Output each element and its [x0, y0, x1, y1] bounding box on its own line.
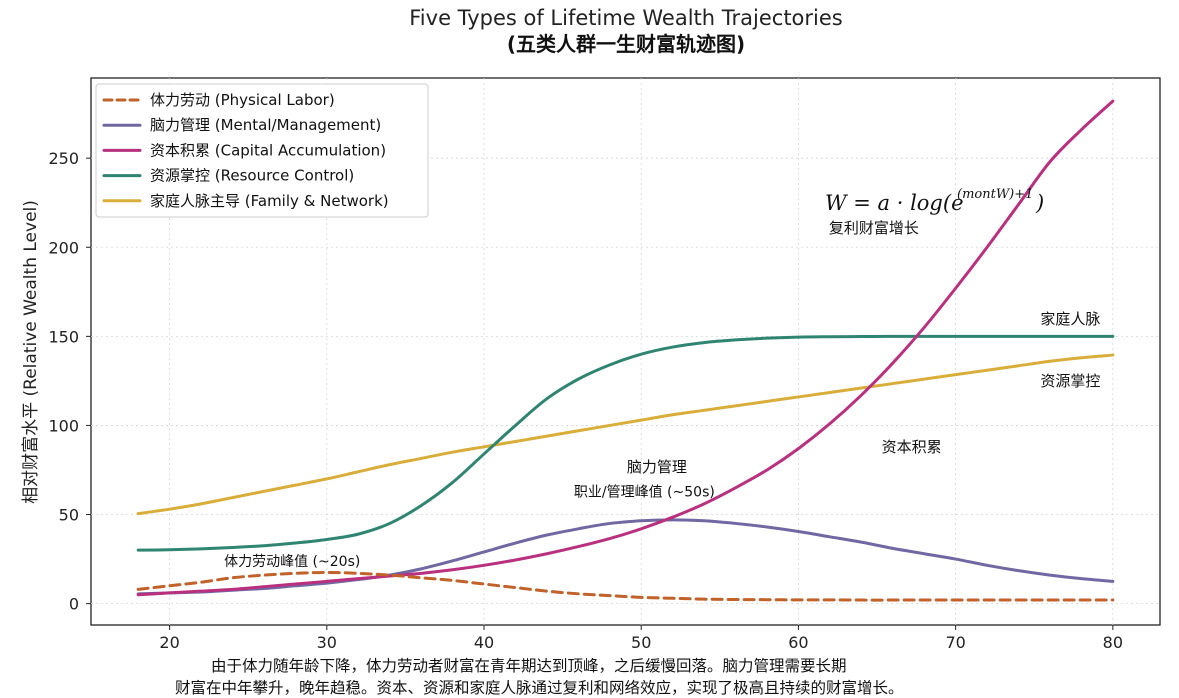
legend-box: [95, 83, 429, 218]
formula: W = a · log(e (montW)+1 ): [825, 187, 1044, 215]
x-tick-label: 30: [317, 633, 337, 652]
legend-label-physical-labor: 体力劳动 (Physical Labor): [150, 91, 335, 109]
annotation-label: 资本积累: [882, 438, 942, 456]
x-tick-label: 70: [945, 633, 965, 652]
y-tick-label: 250: [48, 149, 79, 168]
formula-close: ): [1035, 191, 1044, 215]
formula-main: W = a · log(e: [825, 191, 964, 215]
y-tick-label: 150: [48, 327, 79, 346]
legend-label-family-network: 家庭人脉主导 (Family & Network): [150, 192, 389, 210]
legend-label-mental-management: 脑力管理 (Mental/Management): [150, 116, 381, 134]
y-tick-label: 100: [48, 416, 79, 435]
legend-label-resource-control: 资源掌控 (Resource Control): [150, 167, 354, 185]
caption-line-1: 由于体力随年龄下降，体力劳动者财富在青年期达到顶峰，之后缓慢回落。脑力管理需要长…: [211, 657, 847, 675]
y-axis-label: 相对财富水平 (Relative Wealth Level): [21, 200, 41, 504]
annotation-label: 脑力管理: [627, 458, 687, 476]
x-tick-label: 20: [159, 633, 179, 652]
annotation-label: 家庭人脉: [1040, 310, 1100, 328]
x-tick-label: 40: [474, 633, 494, 652]
series-line-family-network: [136, 353, 1115, 516]
series-line-resource-control: [136, 334, 1115, 552]
x-tick-label: 50: [631, 633, 651, 652]
annotation-label: 复利财富增长: [829, 219, 919, 237]
legend-label-capital-accumulation: 资本积累 (Capital Accumulation): [150, 141, 386, 159]
y-axis-ticks: 0 50 100 150 200 250: [48, 149, 91, 614]
x-tick-label: 80: [1103, 633, 1123, 652]
series-lines: [136, 99, 1115, 602]
annotation-label: 体力劳动峰值 (~20s): [224, 554, 360, 570]
y-tick-label: 200: [48, 238, 79, 257]
series-line-physical-labor: [136, 570, 1115, 602]
x-tick-label: 60: [788, 633, 808, 652]
legend: 体力劳动 (Physical Labor) 脑力管理 (Mental/Manage…: [95, 83, 429, 218]
chart-subtitle: (五类人群一生财富轨迹图): [507, 32, 745, 56]
annotation-label: 职业/管理峰值 (~50s): [574, 485, 715, 501]
series-line-capital-accumulation: [136, 99, 1115, 597]
formula-superscript: (montW)+1: [957, 187, 1033, 202]
annotation-label: 资源掌控: [1040, 372, 1100, 390]
chart-title: Five Types of Lifetime Wealth Trajectori…: [409, 6, 842, 30]
y-tick-label: 50: [59, 506, 79, 525]
caption-line-2: 财富在中年攀升，晚年趋稳。资本、资源和家庭人脉通过复利和网络效应，实现了极高且持…: [175, 678, 904, 697]
y-tick-label: 0: [69, 595, 79, 614]
series-line-mental-management: [136, 518, 1115, 596]
x-axis-ticks: 20 30 40 50 60 70 80: [159, 625, 1123, 652]
